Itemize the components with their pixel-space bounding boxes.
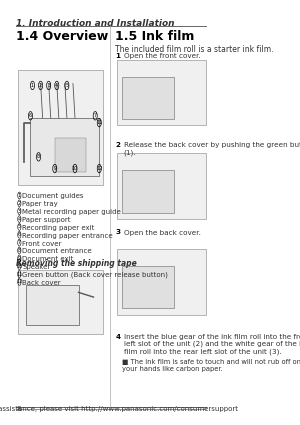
Text: Release the back cover by pushing the green button
(1).: Release the back cover by pushing the gr… — [124, 142, 300, 156]
Text: 10: 10 — [72, 166, 78, 171]
Text: For assistance, please visit http://www.panasonic.com/consumersupport: For assistance, please visit http://www.… — [0, 406, 238, 412]
Text: 1.4 Overview: 1.4 Overview — [16, 30, 109, 43]
Text: 3: 3 — [116, 230, 120, 235]
Text: 11: 11 — [96, 120, 102, 125]
Text: ■ The ink film is safe to touch and will not rub off on
your hands like carbon p: ■ The ink film is safe to touch and will… — [122, 359, 300, 372]
FancyBboxPatch shape — [122, 266, 174, 308]
Text: 5: 5 — [65, 83, 68, 88]
Text: 6: 6 — [18, 232, 21, 237]
Text: 6: 6 — [29, 113, 32, 118]
FancyBboxPatch shape — [18, 70, 103, 185]
Text: Open the back cover.: Open the back cover. — [124, 230, 200, 235]
Text: 12: 12 — [96, 166, 102, 171]
Text: 1: 1 — [116, 53, 120, 59]
Text: Removing the shipping tape: Removing the shipping tape — [16, 259, 137, 268]
Text: 9: 9 — [53, 166, 56, 171]
Text: Recording paper entrance: Recording paper entrance — [22, 233, 113, 239]
Text: Insert the blue gear of the ink film roll into the front
left slot of the unit (: Insert the blue gear of the ink film rol… — [124, 334, 300, 354]
Text: 7: 7 — [94, 113, 97, 118]
FancyBboxPatch shape — [118, 60, 206, 125]
Text: Document guides: Document guides — [22, 193, 84, 199]
FancyBboxPatch shape — [31, 118, 99, 176]
FancyBboxPatch shape — [118, 153, 206, 219]
FancyBboxPatch shape — [18, 270, 103, 334]
Text: Green button (Back cover release button): Green button (Back cover release button) — [22, 272, 168, 278]
Text: Paper support: Paper support — [22, 217, 71, 223]
Text: 2: 2 — [116, 142, 120, 148]
Text: 8: 8 — [18, 248, 21, 253]
FancyBboxPatch shape — [122, 170, 174, 212]
Text: 4: 4 — [18, 217, 21, 221]
Text: 12: 12 — [16, 280, 22, 284]
Text: 1: 1 — [18, 193, 21, 198]
FancyBboxPatch shape — [118, 249, 206, 314]
FancyBboxPatch shape — [122, 76, 174, 119]
Text: 9: 9 — [18, 256, 21, 261]
Text: 8: 8 — [37, 154, 40, 159]
Text: The included film roll is a starter ink film.: The included film roll is a starter ink … — [116, 45, 274, 54]
Text: 3: 3 — [18, 209, 21, 214]
FancyBboxPatch shape — [55, 138, 86, 172]
Text: Paper tray: Paper tray — [22, 201, 58, 207]
Text: 7: 7 — [18, 240, 21, 245]
Text: Open the front cover.: Open the front cover. — [124, 53, 200, 59]
Text: Recording paper exit: Recording paper exit — [22, 225, 95, 231]
Text: 8: 8 — [16, 406, 21, 412]
Text: 1: 1 — [31, 83, 34, 88]
Text: 4: 4 — [116, 334, 120, 340]
Text: 1. Introduction and Installation: 1. Introduction and Installation — [16, 19, 175, 28]
Text: Metal recording paper guide: Metal recording paper guide — [22, 209, 121, 215]
Text: 2: 2 — [18, 201, 21, 206]
Text: Document exit: Document exit — [22, 256, 74, 262]
Text: 3: 3 — [47, 83, 50, 88]
Text: Speaker: Speaker — [22, 264, 51, 270]
Text: 10: 10 — [16, 264, 22, 269]
Text: 5: 5 — [18, 224, 21, 230]
Text: Document entrance: Document entrance — [22, 248, 92, 255]
Text: 1.5 Ink film: 1.5 Ink film — [116, 30, 195, 43]
FancyBboxPatch shape — [26, 286, 79, 325]
Text: 2: 2 — [39, 83, 42, 88]
Text: Back cover: Back cover — [22, 280, 61, 286]
Text: 4: 4 — [55, 83, 58, 88]
Text: Front cover: Front cover — [22, 241, 62, 246]
Text: 11: 11 — [16, 272, 22, 277]
